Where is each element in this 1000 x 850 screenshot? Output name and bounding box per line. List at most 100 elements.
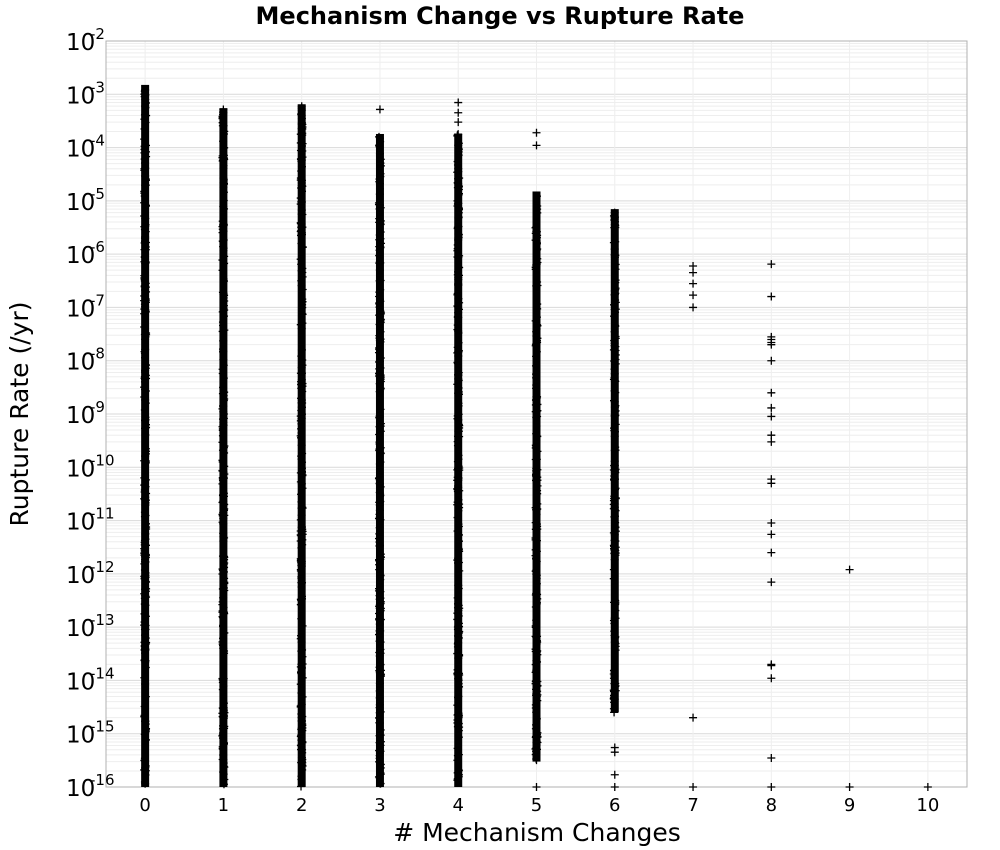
data-point [376, 571, 385, 580]
data-point [454, 390, 463, 399]
data-point [218, 569, 227, 578]
data-point [298, 470, 307, 479]
data-point [375, 331, 384, 340]
data-point [140, 574, 149, 583]
data-point [532, 313, 541, 322]
data-point [140, 589, 149, 598]
y-tick-exponent: -7 [90, 291, 105, 309]
data-point [610, 300, 619, 309]
y-tick-exponent: -11 [90, 505, 115, 523]
data-point [455, 263, 464, 272]
data-point [689, 268, 698, 277]
data-point [454, 118, 463, 127]
data-point [609, 616, 618, 625]
data-point [533, 208, 542, 217]
data-point [140, 405, 149, 414]
data-point [532, 370, 541, 379]
data-point [298, 692, 307, 701]
data-point [297, 647, 306, 656]
data-point [375, 387, 384, 396]
data-point [531, 340, 540, 349]
data-point [298, 652, 307, 661]
data-point [454, 669, 463, 678]
data-point [375, 506, 384, 515]
data-point [376, 327, 385, 336]
data-point [141, 385, 150, 394]
data-point [141, 86, 150, 95]
data-point [375, 498, 384, 507]
data-point [454, 733, 463, 742]
data-point [453, 527, 462, 536]
data-point [376, 492, 385, 501]
data-point [610, 631, 619, 640]
data-point [767, 356, 776, 365]
x-tick-label: 10 [916, 795, 939, 816]
data-point [297, 155, 306, 164]
data-point [611, 485, 620, 494]
data-point [767, 578, 776, 587]
data-point [297, 490, 306, 499]
data-point [140, 115, 149, 124]
data-point [532, 725, 541, 734]
data-point [375, 266, 384, 275]
data-point [611, 355, 620, 364]
data-point [220, 763, 229, 772]
data-point [376, 670, 385, 679]
data-point [610, 426, 619, 435]
data-point [454, 427, 463, 436]
data-point [610, 708, 619, 717]
data-point [610, 530, 619, 539]
data-point [455, 298, 464, 307]
data-point [297, 266, 306, 275]
data-point [296, 146, 305, 155]
data-point [219, 644, 228, 653]
data-point [531, 621, 540, 630]
y-tick-exponent: -13 [90, 611, 115, 629]
data-point [453, 131, 462, 140]
data-point [532, 665, 541, 674]
data-point [375, 718, 384, 727]
data-point [376, 768, 385, 777]
data-point [454, 189, 463, 198]
data-point [219, 244, 228, 253]
data-point [141, 692, 150, 701]
y-tick-exponent: -8 [90, 345, 105, 363]
y-tick-exponent: -2 [90, 25, 105, 43]
data-point [454, 506, 463, 515]
y-axis-ticks: 10-210-310-410-510-610-710-810-910-1010-… [66, 25, 115, 802]
data-point [454, 234, 463, 243]
data-point [453, 358, 462, 367]
data-point [375, 358, 384, 367]
data-point [140, 625, 149, 634]
y-tick-exponent: -16 [90, 771, 115, 789]
data-point [219, 410, 228, 419]
data-point [141, 573, 150, 582]
data-point [219, 768, 228, 777]
data-point [531, 361, 540, 370]
data-point [611, 296, 620, 305]
data-point [219, 489, 228, 498]
data-point [296, 662, 305, 671]
data-point [611, 237, 620, 246]
data-point [141, 657, 150, 666]
data-point [141, 371, 150, 380]
data-point [453, 744, 462, 753]
data-point [454, 693, 463, 702]
data-point [454, 399, 463, 408]
data-point [297, 511, 306, 520]
y-tick-base: 10 [66, 510, 95, 536]
data-point [454, 338, 463, 347]
data-point [453, 593, 462, 602]
data-point [611, 377, 620, 386]
data-point [219, 622, 228, 631]
data-point [297, 745, 306, 754]
data-point [142, 523, 151, 532]
data-point [296, 226, 305, 235]
data-point [298, 285, 307, 294]
data-point [376, 458, 385, 467]
data-point [376, 449, 385, 458]
data-point [375, 412, 384, 421]
data-point [689, 279, 698, 288]
data-point [533, 745, 542, 754]
